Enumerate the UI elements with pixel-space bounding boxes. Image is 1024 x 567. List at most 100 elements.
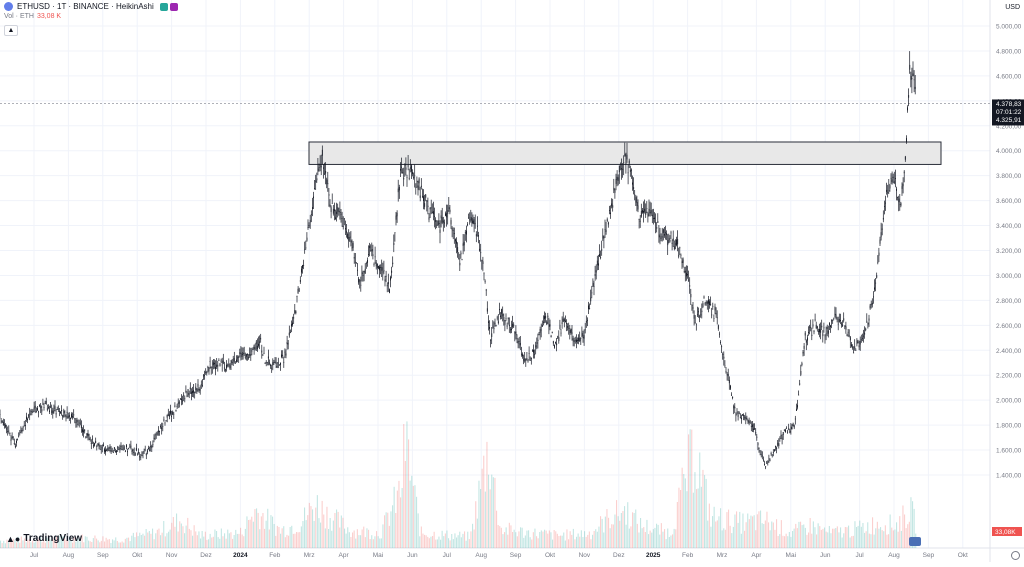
volume-bar: [101, 541, 102, 548]
volume-bar: [216, 531, 217, 548]
volume-value: 33,08 K: [37, 13, 61, 20]
candle-body: [404, 165, 405, 166]
candle-body: [751, 426, 752, 427]
candle-body: [116, 451, 117, 453]
candle-body: [13, 436, 14, 438]
candle-body: [135, 454, 136, 455]
candle-body: [876, 275, 877, 278]
volume-bar: [557, 534, 558, 548]
candle-body: [882, 229, 883, 230]
candle-body: [23, 427, 24, 428]
volume-bar: [459, 532, 460, 548]
candle-body: [375, 256, 376, 257]
candle-body: [798, 395, 799, 396]
countdown-label: 07:01:22: [996, 109, 1022, 116]
candle-body: [277, 366, 278, 368]
candle-body: [881, 232, 882, 237]
volume-bar: [627, 502, 628, 548]
volume-bar: [536, 536, 537, 548]
candle-body: [891, 178, 892, 179]
legend-actions[interactable]: [160, 3, 178, 11]
volume-bar: [781, 520, 782, 548]
flag-icon[interactable]: [909, 537, 921, 546]
volume-bar: [133, 533, 134, 548]
volume-bar: [445, 534, 446, 549]
volume-bar: [277, 526, 278, 548]
logo-text: TradingView: [23, 533, 82, 544]
volume-bar: [654, 528, 655, 548]
candle-body: [693, 307, 694, 309]
volume-bar: [315, 508, 316, 548]
volume-bar: [229, 533, 230, 548]
volume-bar: [334, 513, 335, 548]
share-icon[interactable]: [170, 3, 178, 11]
candle-body: [392, 263, 393, 264]
candle-body: [583, 337, 584, 338]
candle-body: [873, 297, 874, 298]
volume-bar: [186, 526, 187, 548]
candle-body: [275, 362, 276, 363]
candle-body: [747, 418, 748, 420]
candle-body: [589, 308, 590, 309]
candle-body: [849, 335, 850, 336]
candle-body: [602, 235, 603, 238]
volume-bar: [501, 528, 502, 548]
volume-bar: [739, 512, 740, 548]
volume-bar: [179, 521, 180, 548]
candle-body: [803, 352, 804, 353]
x-tick-label: Jul: [855, 552, 864, 559]
candle-body: [516, 332, 517, 336]
chevron-up-icon[interactable]: ▲: [4, 25, 18, 36]
candle-body: [33, 411, 34, 412]
volume-bar: [136, 532, 137, 548]
candle-body: [706, 302, 707, 303]
candle-body: [182, 401, 183, 402]
candle-body: [236, 360, 237, 362]
volume-bar: [867, 522, 868, 548]
gear-icon[interactable]: [1011, 551, 1020, 560]
volume-bar: [746, 522, 747, 548]
candle-body: [578, 338, 579, 341]
candle-body: [63, 411, 64, 414]
candle-body: [796, 409, 797, 411]
candle-body: [238, 357, 239, 358]
volume-bar: [646, 520, 647, 548]
currency-label[interactable]: USD: [1005, 4, 1020, 11]
candle-body: [188, 389, 189, 391]
volume-bar: [379, 539, 380, 549]
volume-bar: [435, 540, 436, 548]
candle-body: [685, 271, 686, 273]
eye-icon[interactable]: [160, 3, 168, 11]
volume-bar: [634, 513, 635, 548]
volume-bar: [526, 531, 527, 548]
candle-body: [114, 447, 115, 449]
candle-body: [585, 329, 586, 330]
candle-body: [143, 453, 144, 454]
candle-body: [690, 294, 691, 297]
candle-body: [486, 290, 487, 291]
volume-bar: [576, 537, 577, 548]
candle-body: [334, 209, 335, 211]
candle-body: [666, 233, 667, 235]
candle-body: [8, 431, 9, 432]
tradingview-logo[interactable]: ▲● TradingView: [6, 533, 82, 544]
volume-bar: [702, 470, 703, 548]
candle-body: [632, 183, 633, 185]
symbol-legend[interactable]: ETHUSD · 1T · BINANCE · HeikinAshi: [4, 2, 178, 11]
candle-body: [785, 430, 786, 432]
volume-bar: [152, 529, 153, 548]
volume-bar: [418, 513, 419, 548]
candle-body: [48, 407, 49, 408]
volume-bar: [203, 537, 204, 548]
candle-body: [505, 321, 506, 325]
tradingview-logo-icon: ▲●: [6, 534, 20, 544]
candle-body: [373, 254, 374, 256]
candle-body: [349, 237, 350, 238]
symbol-label[interactable]: ETHUSD · 1T · BINANCE · HeikinAshi: [17, 2, 154, 11]
candle-body: [683, 260, 684, 263]
candle-body: [880, 240, 881, 244]
volume-bar: [795, 524, 796, 548]
